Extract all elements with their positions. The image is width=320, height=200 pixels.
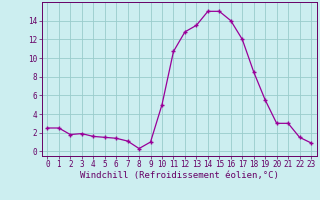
X-axis label: Windchill (Refroidissement éolien,°C): Windchill (Refroidissement éolien,°C) [80, 171, 279, 180]
